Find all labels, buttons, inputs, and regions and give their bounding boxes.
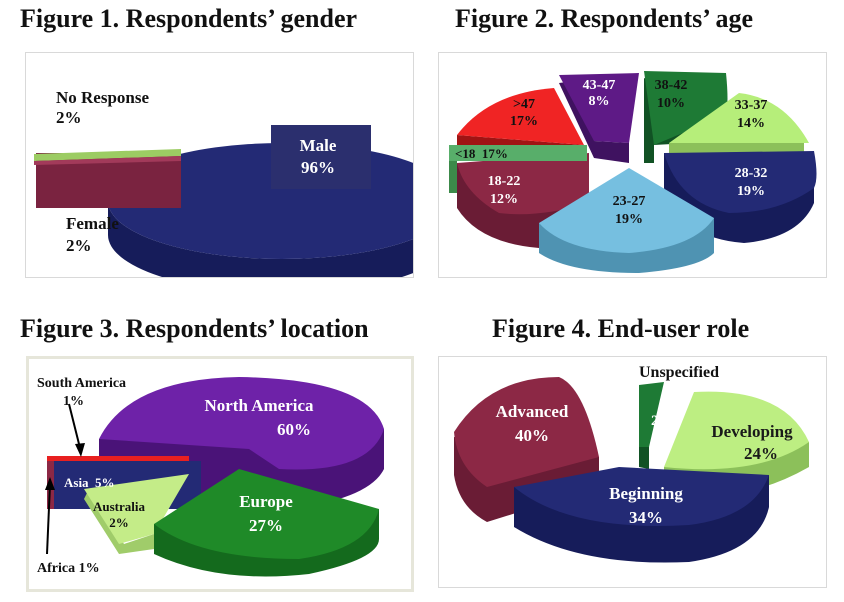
label-australia: Australia (93, 499, 146, 514)
label-gt47-pct: 17% (510, 114, 538, 129)
label-unspecified-pct: 2% (651, 413, 674, 429)
label-developing-pct: 24% (744, 444, 778, 463)
age-pie-chart: 43-47 8% >47 17% 38-42 10% 33-37 14% 28-… (449, 71, 817, 273)
label-38-42: 38-42 (655, 78, 688, 93)
pie-slice-female-top (34, 156, 181, 165)
label-advanced: Advanced (496, 402, 569, 421)
pie-slice-advanced (454, 377, 599, 487)
label-28-32: 28-32 (735, 166, 768, 181)
pie-slice-south-america (47, 456, 189, 461)
label-28-32-pct: 19% (737, 184, 765, 199)
pie-slice-43-47 (559, 73, 639, 143)
label-lt18: <18 17% (455, 146, 508, 161)
label-male: Male (300, 136, 337, 155)
label-23-27-pct: 19% (615, 212, 643, 227)
role-pie-chart: Advanced 40% Unspecified 2% Developing 2… (454, 364, 809, 563)
pie-slice-north-america (99, 377, 384, 470)
figure-3-panel: North America 60% Europe 27% Australia 2… (26, 356, 414, 592)
label-38-42-pct: 10% (657, 96, 685, 111)
pie-slice-33-37 (669, 93, 809, 143)
arrowhead-africa (45, 477, 55, 490)
figure-1-title: Figure 1. Respondents’ gender (20, 4, 358, 33)
label-gt47: >47 (513, 97, 535, 112)
pie-slice-europe (154, 469, 379, 559)
label-europe-pct: 27% (249, 516, 283, 535)
label-33-37-pct: 14% (737, 116, 765, 131)
figure-2-title: Figure 2. Respondents’ age (455, 4, 754, 33)
label-south-america-pct: 1% (63, 394, 84, 409)
label-unspecified: Unspecified (639, 364, 719, 381)
label-no-response-pct: 2% (56, 108, 82, 127)
label-north-america-pct: 60% (277, 420, 311, 439)
label-beginning: Beginning (609, 484, 683, 503)
label-female-pct: 2% (66, 236, 92, 255)
label-43-47: 43-47 (583, 78, 616, 93)
label-33-37: 33-37 (735, 98, 768, 113)
location-pie-chart: North America 60% Europe 27% Australia 2… (37, 376, 384, 577)
label-developing: Developing (711, 422, 793, 441)
label-18-22: 18-22 (488, 174, 521, 189)
pie-slice-no-response (34, 149, 181, 161)
label-43-47-pct: 8% (589, 94, 610, 109)
pie-slice-18-22 (457, 153, 589, 215)
label-beginning-pct: 34% (629, 508, 663, 527)
pie-slice-beginning (514, 467, 769, 526)
pie-slice-23-27 (539, 168, 714, 253)
figure-2-panel: 43-47 8% >47 17% 38-42 10% 33-37 14% 28-… (438, 52, 827, 278)
pie-side-male (108, 201, 413, 277)
pie-slice-38-42 (644, 71, 728, 145)
pie-slice-australia (84, 474, 189, 544)
gender-pie-chart: Male 96% No Response 2% Female 2% (34, 88, 413, 277)
pie-slice-lt18 (449, 145, 587, 161)
label-australia-pct: 2% (109, 515, 129, 530)
arrowhead-south-america (75, 443, 85, 457)
label-23-27: 23-27 (613, 194, 646, 209)
label-female: Female (66, 214, 119, 233)
pie-slice-unspecified (639, 382, 664, 447)
pie-slice-28-32 (664, 151, 817, 213)
pie-slice-developing (664, 391, 809, 470)
label-18-22-pct: 12% (490, 192, 518, 207)
figure-3-title: Figure 3. Respondents’ location (20, 314, 369, 343)
label-male-pct: 96% (301, 158, 335, 177)
label-europe: Europe (239, 492, 293, 511)
figure-4-panel: Advanced 40% Unspecified 2% Developing 2… (438, 356, 827, 588)
pie-slice-gt47 (457, 88, 584, 145)
label-no-response: No Response (56, 88, 149, 107)
arrow-africa (46, 483, 51, 555)
figure-1-panel: Male 96% No Response 2% Female 2% (25, 52, 414, 278)
figure-4-title: Figure 4. End-user role (492, 314, 750, 343)
label-asia: Asia 5% (64, 475, 115, 490)
label-south-america: South America (37, 376, 126, 391)
label-north-america: North America (204, 396, 314, 415)
male-label-box (271, 125, 371, 189)
label-africa: Africa 1% (37, 561, 100, 576)
label-advanced-pct: 40% (515, 426, 549, 445)
